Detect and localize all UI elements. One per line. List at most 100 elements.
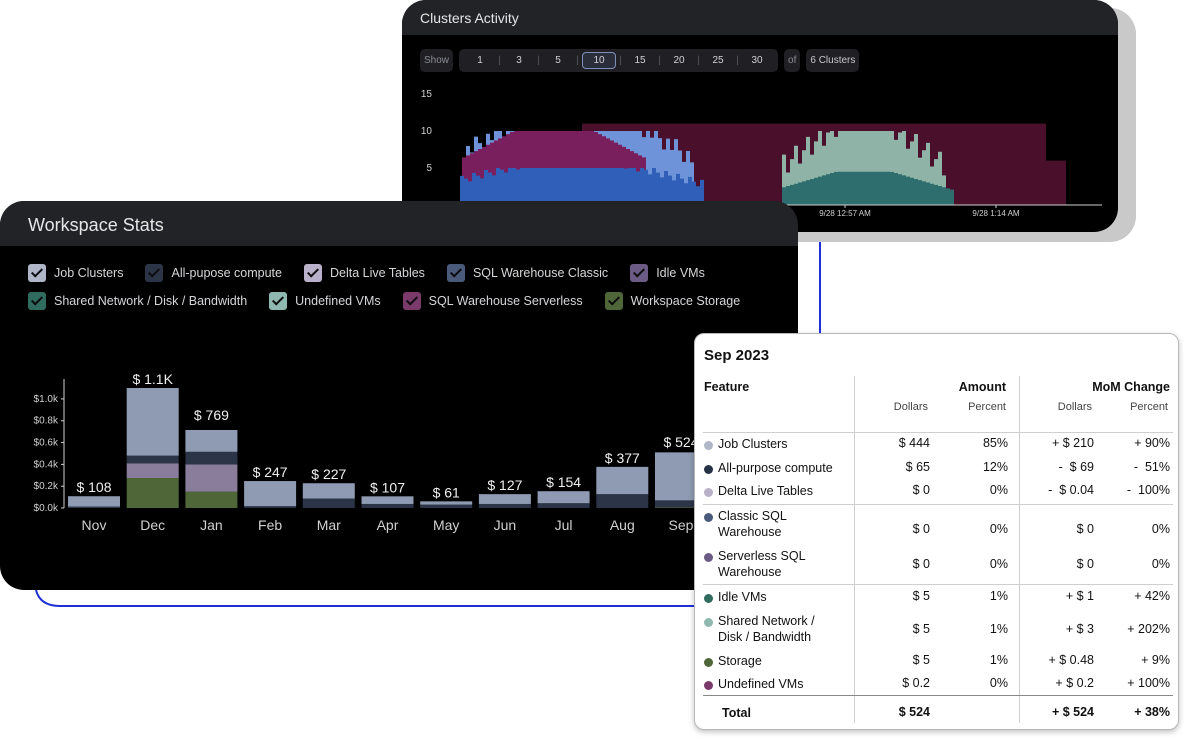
option-3[interactable]: 3 <box>516 55 522 66</box>
workspace-stats-chart: $1.0k $0.8k $0.6k $0.4k $0.2k $0.0k $ 108 Nov $ … <box>34 371 707 533</box>
option-20[interactable]: 20 <box>673 55 685 66</box>
legend-all-purpose-compute[interactable]: All-pupose compute <box>145 264 282 282</box>
bar-segment-all-pupose-compute[interactable] <box>420 504 473 508</box>
area-series-teal <box>782 171 954 205</box>
legend-shared-network[interactable]: Shared Network / Disk / Bandwidth <box>28 292 247 310</box>
bar-segment-workspace-storage[interactable] <box>126 478 179 508</box>
color-dot-icon <box>704 441 713 450</box>
color-dot-icon <box>704 488 713 497</box>
bar-segment-job-clusters[interactable] <box>478 494 531 504</box>
bar-segment-job-clusters[interactable] <box>596 466 649 495</box>
bar-segment-all-pupose-compute[interactable] <box>596 494 649 508</box>
option-10-selected[interactable]: 10 <box>582 52 617 69</box>
checkbox-icon[interactable] <box>630 264 649 282</box>
y-tick-label: $0.6k <box>34 438 59 449</box>
checkbox-icon[interactable] <box>402 292 421 310</box>
x-tick-label: Jan <box>200 517 223 533</box>
color-dot-icon <box>704 681 713 690</box>
x-tick-label: Aug <box>610 517 635 533</box>
bar-value-label: $ 107 <box>370 479 405 495</box>
show-label: Show <box>420 49 454 72</box>
column-divider <box>854 376 855 723</box>
bar-segment-all-pupose-compute[interactable] <box>537 503 590 508</box>
legend-idle-vms[interactable]: Idle VMs <box>630 264 705 282</box>
bar-segment-all-pupose-compute[interactable] <box>244 506 297 508</box>
legend-delta-live-tables[interactable]: Delta Live Tables <box>303 264 425 282</box>
bar-segment-job-clusters[interactable] <box>420 501 473 505</box>
total-divider <box>703 695 1173 696</box>
bar-value-label: $ 524 <box>663 434 698 450</box>
y-tick-label: $0.4k <box>34 459 59 470</box>
column-divider <box>1019 376 1020 723</box>
bar-segment-job-clusters[interactable] <box>537 491 590 504</box>
bar-segment-all-pupose-compute[interactable] <box>302 498 355 508</box>
y-tick-label: $1.0k <box>34 394 59 405</box>
subheader-amount-percent: Percent <box>968 401 1006 413</box>
bar-segment-all-pupose-compute[interactable] <box>126 455 179 464</box>
bar-segment-all-pupose-compute[interactable] <box>655 500 707 508</box>
checkbox-icon[interactable] <box>28 264 46 282</box>
bar-segment-job-clusters[interactable] <box>244 481 297 507</box>
color-dot-icon <box>704 513 713 522</box>
clusters-activity-panel: Clusters Activity Show 1 | 3 | 5 | 10 | 15 | … <box>402 0 1118 232</box>
subheader-mom-dollars: Dollars <box>1057 401 1092 413</box>
header-mom-change: MoM Change <box>1092 380 1170 394</box>
bar-value-label: $ 1.1K <box>132 371 173 387</box>
legend-sql-warehouse-classic[interactable]: SQL Warehouse Classic <box>446 264 608 282</box>
color-dot-icon <box>704 618 713 627</box>
bar-segment-delta-live-tables[interactable] <box>185 464 238 492</box>
bar-segment-workspace-storage[interactable] <box>655 507 707 508</box>
bar-value-label: $ 377 <box>605 450 640 466</box>
legend-sql-warehouse-serverless[interactable]: SQL Warehouse Serverless <box>402 292 583 310</box>
cluster-count-controls: Show 1 | 3 | 5 | 10 | 15 | 20 | 25 | 30 of 6 Cl… <box>420 49 860 72</box>
subheader-mom-percent: Percent <box>1130 401 1168 413</box>
bar-segment-workspace-storage[interactable] <box>185 491 238 508</box>
bar-value-label: $ 247 <box>253 464 288 480</box>
x-tick-label: 9/28 1:14 AM <box>972 209 1019 218</box>
x-tick-label: Apr <box>377 517 399 533</box>
option-5[interactable]: 5 <box>555 55 561 66</box>
bar-value-label: $ 127 <box>487 477 522 493</box>
bar-segment-job-clusters[interactable] <box>361 496 414 504</box>
checkbox-icon[interactable] <box>269 292 288 310</box>
bar-segment-job-clusters[interactable] <box>126 388 179 456</box>
bar-segment-delta-live-tables[interactable] <box>126 463 179 478</box>
bar-value-label: $ 154 <box>546 474 581 490</box>
y-tick-label: $0.2k <box>34 481 59 492</box>
bar-segment-job-clusters[interactable] <box>68 496 120 507</box>
legend-undefined-vms[interactable]: Undefined VMs <box>269 292 381 310</box>
legend-job-clusters[interactable]: Job Clusters <box>28 264 123 282</box>
color-dot-icon <box>704 594 713 603</box>
row-divider <box>703 504 1173 505</box>
checkbox-icon[interactable] <box>446 264 465 282</box>
option-1[interactable]: 1 <box>477 55 483 66</box>
bar-segment-all-pupose-compute[interactable] <box>68 506 120 508</box>
x-tick-label: 9/28 12:57 AM <box>819 209 871 218</box>
x-tick-label: Nov <box>82 517 107 533</box>
y-tick-label: $0.0k <box>34 503 59 514</box>
checkbox-icon[interactable] <box>303 264 322 282</box>
legend-workspace-storage[interactable]: Workspace Storage <box>604 292 740 310</box>
area-series-blue <box>460 168 704 205</box>
checkbox-icon[interactable] <box>145 264 164 282</box>
workspace-stats-title: Workspace Stats <box>0 201 798 246</box>
bar-segment-job-clusters[interactable] <box>302 483 355 499</box>
summary-title: Sep 2023 <box>704 347 770 364</box>
legend-row-1: Job Clusters All-pupose compute Delta Li… <box>28 264 727 282</box>
checkbox-icon[interactable] <box>604 292 623 310</box>
bar-value-label: $ 108 <box>76 479 111 495</box>
header-amount: Amount <box>958 380 1006 394</box>
option-15[interactable]: 15 <box>634 55 646 66</box>
clusters-activity-title: Clusters Activity <box>402 0 1118 35</box>
bar-segment-job-clusters[interactable] <box>185 430 238 452</box>
row-divider <box>703 584 1173 585</box>
option-30[interactable]: 30 <box>751 55 763 66</box>
option-25[interactable]: 25 <box>712 55 724 66</box>
x-tick-label: Sep <box>669 517 694 533</box>
clusters-activity-chart: 1510509/28 12:24 AM9/28 12:41 AM9/28 12:… <box>421 89 1102 218</box>
bar-segment-all-pupose-compute[interactable] <box>361 503 414 508</box>
checkbox-icon[interactable] <box>28 292 46 310</box>
bar-segment-all-pupose-compute[interactable] <box>185 451 238 465</box>
bar-segment-all-pupose-compute[interactable] <box>478 503 531 508</box>
